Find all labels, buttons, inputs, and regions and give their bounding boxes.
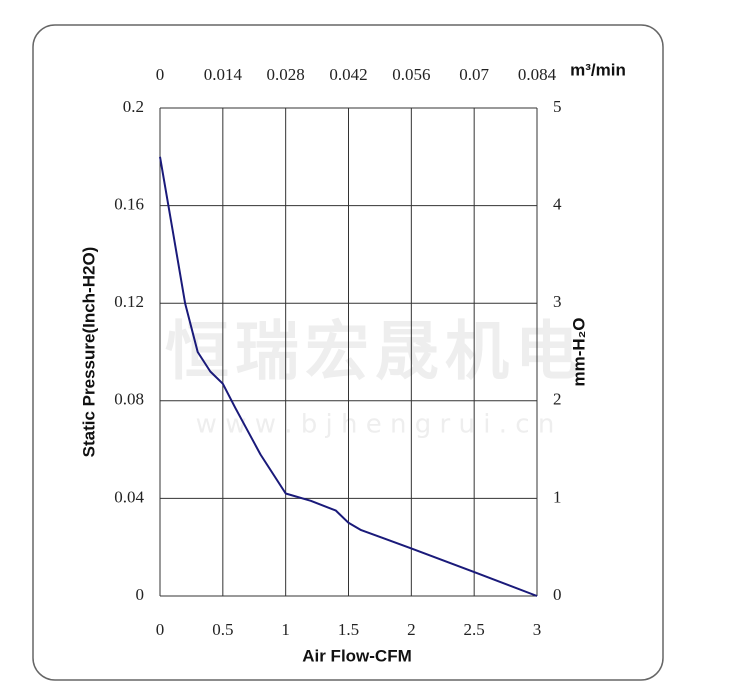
x2-tick-label: 0 xyxy=(156,65,165,84)
x2-tick-label: 0.056 xyxy=(392,65,430,84)
x-axis-label: Air Flow-CFM xyxy=(302,646,412,665)
x-tick-label: 2.5 xyxy=(464,620,485,639)
x-tick-label: 2 xyxy=(407,620,416,639)
y2-tick-label: 1 xyxy=(553,487,562,506)
y-tick-label: 0.2 xyxy=(123,97,144,116)
y-tick-label: 0.16 xyxy=(114,195,144,214)
x-tick-label: 1.5 xyxy=(338,620,359,639)
x-tick-label: 3 xyxy=(533,620,542,639)
x2-tick-label: 0.084 xyxy=(518,65,557,84)
x-tick-label: 0 xyxy=(156,620,165,639)
y-tick-label: 0.08 xyxy=(114,390,144,409)
y-tick-label: 0.04 xyxy=(114,487,144,506)
y-axis-label: Static Pressure(Inch-H2O) xyxy=(79,247,98,458)
frame xyxy=(32,24,664,681)
x-tick-label: 1 xyxy=(281,620,290,639)
y2-tick-label: 5 xyxy=(553,97,562,116)
x2-axis-label: m³/min xyxy=(570,60,626,79)
x-tick-label: 0.5 xyxy=(212,620,233,639)
y2-tick-label: 4 xyxy=(553,195,562,214)
watermark: 恒瑞宏晟机电 xyxy=(165,316,585,390)
curve xyxy=(159,156,538,597)
y-tick-label: 0.12 xyxy=(114,292,144,311)
y2-tick-label: 3 xyxy=(553,292,562,311)
y2-tick-label: 2 xyxy=(553,390,562,409)
x2-tick-label: 0.07 xyxy=(459,65,489,84)
y2-tick-label: 0 xyxy=(553,585,562,604)
x2-tick-label: 0.014 xyxy=(204,65,243,84)
x2-tick-label: 0.028 xyxy=(267,65,305,84)
watermark: w w w . b j h e n g r u i . c n xyxy=(196,410,555,440)
x2-tick-label: 0.042 xyxy=(329,65,367,84)
y-tick-label: 0 xyxy=(136,585,145,604)
y2-axis-label: mm-H₂O xyxy=(569,318,588,387)
